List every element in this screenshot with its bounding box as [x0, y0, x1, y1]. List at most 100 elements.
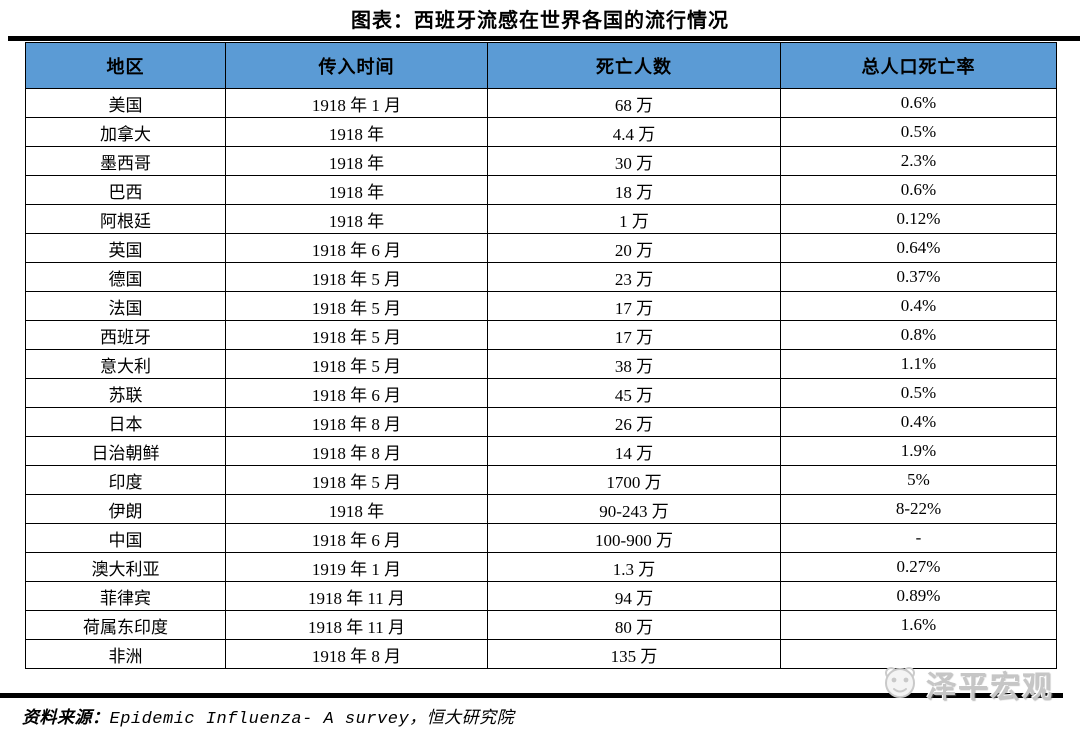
- table-cell: 8-22%: [780, 494, 1057, 524]
- flu-table: 地区 传入时间 死亡人数 总人口死亡率 美国 1918 年 1 月 68 万 0.6% 加拿大…: [25, 42, 1057, 669]
- table-row: 印度 1918 年 5 月 1700 万 5%: [25, 465, 1057, 495]
- table-cell: 德国: [25, 262, 226, 292]
- table-row: 菲律宾 1918 年 11 月 94 万 0.89%: [25, 581, 1057, 611]
- table-cell: 90-243 万: [487, 494, 781, 524]
- table-cell: 1918 年 6 月: [225, 233, 488, 263]
- table-cell: 2.3%: [780, 146, 1057, 176]
- table-cell: 1918 年 5 月: [225, 291, 488, 321]
- table-row: 荷属东印度 1918 年 11 月 80 万 1.6%: [25, 610, 1057, 640]
- table-cell: 135 万: [487, 639, 781, 669]
- table-row: 墨西哥 1918 年 30 万 2.3%: [25, 146, 1057, 176]
- table-cell: 1918 年 6 月: [225, 378, 488, 408]
- table-row: 日本 1918 年 8 月 26 万 0.4%: [25, 407, 1057, 437]
- table-cell: 1918 年: [225, 146, 488, 176]
- table-cell: 1918 年: [225, 175, 488, 205]
- table-header-row: 地区 传入时间 死亡人数 总人口死亡率: [25, 42, 1057, 89]
- table-cell: 日本: [25, 407, 226, 437]
- table-cell: 45 万: [487, 378, 781, 408]
- table-cell: 巴西: [25, 175, 226, 205]
- table-row: 非洲 1918 年 8 月 135 万: [25, 639, 1057, 669]
- table-cell: 23 万: [487, 262, 781, 292]
- table-cell: 1918 年 6 月: [225, 523, 488, 553]
- table-cell: 18 万: [487, 175, 781, 205]
- column-header: 地区: [25, 42, 226, 89]
- table-row: 中国 1918 年 6 月 100-900 万-: [25, 523, 1057, 553]
- table-cell: 0.4%: [780, 407, 1057, 437]
- table-cell: 1918 年: [225, 494, 488, 524]
- table-cell: 0.12%: [780, 204, 1057, 234]
- table-cell: 0.5%: [780, 117, 1057, 147]
- table-cell: 美国: [25, 88, 226, 118]
- bottom-rule: [0, 693, 1063, 698]
- table-cell: 0.89%: [780, 581, 1057, 611]
- table-cell: 1918 年 11 月: [225, 610, 488, 640]
- table-cell: 0.8%: [780, 320, 1057, 350]
- table-cell: 0.27%: [780, 552, 1057, 582]
- table-cell: 38 万: [487, 349, 781, 379]
- table-cell: 1918 年 5 月: [225, 320, 488, 350]
- table-cell: 荷属东印度: [25, 610, 226, 640]
- table-row: 苏联 1918 年 6 月 45 万 0.5%: [25, 378, 1057, 408]
- table-cell: 26 万: [487, 407, 781, 437]
- table-row: 法国 1918 年 5 月 17 万 0.4%: [25, 291, 1057, 321]
- table-cell: 1.1%: [780, 349, 1057, 379]
- table-cell: 94 万: [487, 581, 781, 611]
- table-cell: 4.4 万: [487, 117, 781, 147]
- source-note: 资料来源：Epidemic Influenza- A survey，恒大研究院: [22, 703, 514, 729]
- table-cell: 1700 万: [487, 465, 781, 495]
- table-cell: 0.6%: [780, 88, 1057, 118]
- table-cell: 墨西哥: [25, 146, 226, 176]
- table-cell: 1 万: [487, 204, 781, 234]
- table-cell: 68 万: [487, 88, 781, 118]
- table-cell: 5%: [780, 465, 1057, 495]
- table-row: 美国 1918 年 1 月 68 万 0.6%: [25, 88, 1057, 118]
- table-cell: 英国: [25, 233, 226, 263]
- table-row: 伊朗 1918 年 90-243 万 8-22%: [25, 494, 1057, 524]
- column-header: 传入时间: [225, 42, 488, 89]
- table-cell: 1919 年 1 月: [225, 552, 488, 582]
- table-cell: 中国: [25, 523, 226, 553]
- table-cell: 0.37%: [780, 262, 1057, 292]
- table-cell: 阿根廷: [25, 204, 226, 234]
- table-cell: 加拿大: [25, 117, 226, 147]
- table-row: 加拿大 1918 年 4.4 万 0.5%: [25, 117, 1057, 147]
- table-cell: 1918 年 8 月: [225, 436, 488, 466]
- source-label: 资料来源：: [22, 710, 110, 729]
- table-cell: 1918 年: [225, 117, 488, 147]
- table-cell: 印度: [25, 465, 226, 495]
- table-cell: 西班牙: [25, 320, 226, 350]
- table-cell: 1918 年 8 月: [225, 639, 488, 669]
- source-text: Epidemic Influenza- A survey，恒大研究院: [109, 710, 515, 729]
- table-cell: 30 万: [487, 146, 781, 176]
- table-cell: 菲律宾: [25, 581, 226, 611]
- table-cell: 20 万: [487, 233, 781, 263]
- table-row: 西班牙 1918 年 5 月 17 万 0.8%: [25, 320, 1057, 350]
- table-cell: 苏联: [25, 378, 226, 408]
- table-cell: 17 万: [487, 291, 781, 321]
- table-row: 澳大利亚 1919 年 1 月 1.3 万 0.27%: [25, 552, 1057, 582]
- table-row: 英国 1918 年 6 月 20 万 0.64%: [25, 233, 1057, 263]
- table-cell: 1918 年 5 月: [225, 349, 488, 379]
- table-cell: 1918 年 8 月: [225, 407, 488, 437]
- table-cell: 澳大利亚: [25, 552, 226, 582]
- table-cell: 1.9%: [780, 436, 1057, 466]
- table-cell: 0.64%: [780, 233, 1057, 263]
- table-cell: 法国: [25, 291, 226, 321]
- table-cell: 1918 年 5 月: [225, 262, 488, 292]
- table-cell: 1918 年: [225, 204, 488, 234]
- table-cell: 1.3 万: [487, 552, 781, 582]
- table-cell: 1918 年 1 月: [225, 88, 488, 118]
- top-rule: [8, 36, 1080, 41]
- table-cell: 80 万: [487, 610, 781, 640]
- table-cell: 日治朝鲜: [25, 436, 226, 466]
- table-cell: 伊朗: [25, 494, 226, 524]
- column-header: 死亡人数: [487, 42, 781, 89]
- table-cell: 14 万: [487, 436, 781, 466]
- table-cell: 意大利: [25, 349, 226, 379]
- table-cell: 0.5%: [780, 378, 1057, 408]
- table-cell: 100-900 万: [487, 523, 781, 553]
- table-row: 意大利 1918 年 5 月 38 万 1.1%: [25, 349, 1057, 379]
- table-row: 日治朝鲜 1918 年 8 月 14 万 1.9%: [25, 436, 1057, 466]
